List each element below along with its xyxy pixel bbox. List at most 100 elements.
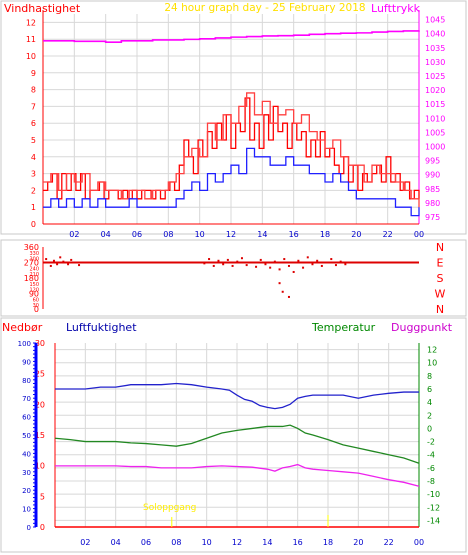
direction-minor-tick-label: 330	[29, 251, 39, 257]
direction-point	[49, 264, 52, 267]
humidity-tick-label: 5	[40, 492, 45, 501]
weather-x-tick-label: 16	[293, 538, 303, 547]
wind-tick-label: 7	[31, 102, 36, 111]
mean-wind-series	[43, 147, 420, 217]
direction-point	[203, 262, 206, 265]
direction-point	[78, 264, 81, 267]
temperature-tick-label: 4	[427, 398, 432, 407]
direction-point	[255, 265, 258, 268]
dewpoint-series	[55, 463, 420, 487]
humidity-tick-label: 0	[40, 523, 45, 532]
direction-minor-tick-label: 300	[29, 256, 39, 262]
direction-point	[316, 259, 319, 262]
wind-panel-frame	[0, 0, 467, 235]
wind-x-tick-label: 06	[132, 230, 142, 239]
pressure-series	[43, 30, 420, 43]
wind-tick-label: 8	[31, 86, 36, 95]
direction-point	[330, 258, 333, 261]
wind-tick-label: 12	[26, 18, 36, 27]
wind-tick-label: 1	[31, 203, 36, 212]
temperature-tick-label: -10	[427, 490, 440, 499]
wind-tick-label: 10	[26, 52, 36, 61]
humidity-tick-label: 10	[35, 462, 45, 471]
pressure-tick-label: 1025	[425, 72, 445, 81]
rain-tick-label: 10	[22, 506, 31, 514]
direction-point	[344, 263, 347, 266]
humidity-tick-label: 15	[35, 431, 45, 440]
humidity-tick-label: 25	[35, 370, 45, 379]
direction-point	[212, 264, 215, 267]
weather-x-tick-label: 06	[141, 538, 151, 547]
wind-speed-label: Vindhastighet	[4, 2, 81, 15]
pressure-tick-label: 1040	[425, 30, 445, 39]
pressure-tick-label: 975	[425, 213, 440, 222]
temperature-tick-label: 0	[427, 424, 432, 433]
direction-point	[62, 260, 65, 263]
pressure-label: Lufttrykk	[371, 2, 421, 15]
wind-tick-label: 0	[31, 220, 36, 229]
humidity-label: Luftfuktighet	[66, 321, 137, 334]
direction-point	[283, 258, 286, 261]
temperature-tick-label: -6	[427, 464, 435, 473]
direction-point	[259, 258, 262, 261]
direction-point	[334, 264, 337, 267]
wind-x-tick-label: 14	[257, 230, 267, 239]
temperature-tick-label: -2	[427, 438, 435, 447]
direction-tick-label: 360	[24, 243, 39, 252]
wind-x-tick-label: 10	[195, 230, 205, 239]
rain-tick-label: 80	[22, 377, 31, 385]
wind-tick-label: 6	[31, 119, 36, 128]
pressure-tick-label: 1010	[425, 114, 445, 123]
wind-tick-label: 4	[31, 153, 36, 162]
temperature-tick-label: 2	[427, 411, 432, 420]
direction-point	[320, 264, 323, 267]
wind-tick-label: 5	[31, 136, 36, 145]
direction-minor-tick-label: 240	[29, 267, 39, 273]
temperature-tick-label: -14	[427, 516, 440, 525]
pressure-tick-label: 995	[425, 157, 440, 166]
pressure-tick-label: 1020	[425, 86, 445, 95]
direction-point	[56, 263, 59, 266]
direction-point	[278, 282, 281, 285]
temperature-tick-label: 6	[427, 385, 432, 394]
wind-x-tick-label: 22	[383, 230, 393, 239]
rain-tick-label: 100	[18, 340, 31, 348]
direction-point	[45, 258, 48, 261]
weather-x-tick-label: 02	[80, 538, 90, 547]
direction-minor-tick-label: 210	[29, 272, 39, 278]
chart-title: 24 hour graph day - 25 February 2018	[164, 2, 365, 14]
rain-tick-label: 30	[22, 469, 31, 477]
temperature-tick-label: 12	[427, 346, 437, 355]
precipitation-label: Nedbør	[2, 321, 43, 334]
direction-point	[67, 263, 70, 266]
compass-label: N	[436, 241, 444, 254]
weather-x-tick-label: 18	[323, 538, 333, 547]
direction-point	[231, 264, 234, 267]
wind-x-tick-label: 02	[69, 230, 79, 239]
temperature-tick-label: -4	[427, 451, 435, 460]
direction-tick-label: 0	[34, 305, 39, 314]
compass-label: S	[437, 272, 444, 285]
direction-point	[264, 263, 267, 266]
temperature-tick-label: 8	[427, 372, 432, 381]
direction-panel-frame	[0, 239, 467, 317]
wind-tick-label: 11	[26, 35, 36, 44]
wind-x-tick-label: 04	[101, 230, 111, 239]
direction-minor-tick-label: 30	[33, 303, 39, 309]
rain-tick-label: 0	[27, 524, 31, 532]
direction-point	[226, 258, 229, 261]
pressure-tick-label: 1000	[425, 142, 445, 151]
pressure-tick-label: 980	[425, 199, 440, 208]
direction-point	[59, 256, 62, 259]
pressure-tick-label: 1005	[425, 128, 445, 137]
rain-tick-label: 50	[22, 432, 31, 440]
wind-x-tick-label: 18	[320, 230, 330, 239]
wind-tick-label: 2	[31, 186, 36, 195]
weather-x-tick-label: 20	[353, 538, 363, 547]
rain-tick-label: 20	[22, 487, 31, 495]
direction-tick-label: 180	[24, 274, 39, 283]
direction-tick-label: 90	[29, 290, 39, 299]
temperature-tick-label: -12	[427, 503, 440, 512]
